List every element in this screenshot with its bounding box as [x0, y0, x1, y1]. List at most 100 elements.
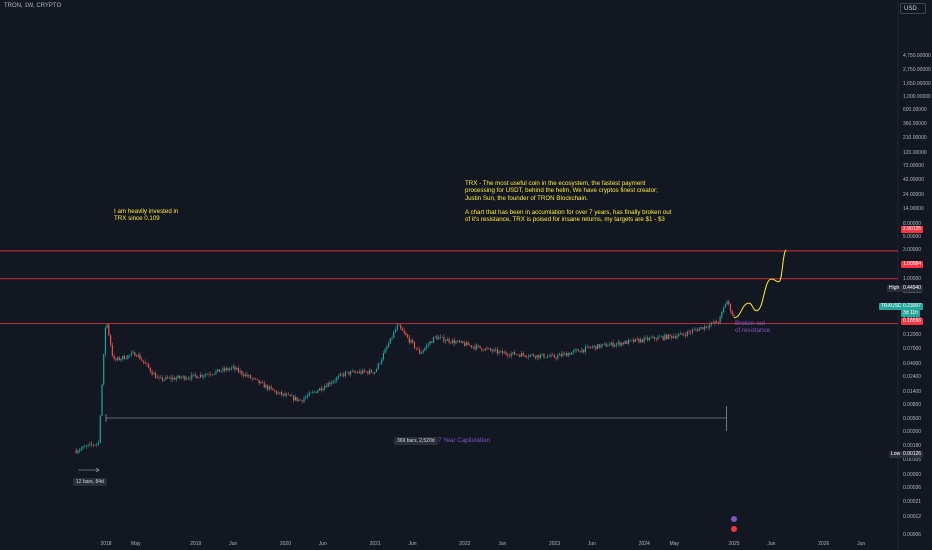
candle-body — [389, 338, 391, 344]
candle-body — [610, 342, 612, 345]
candle-body — [569, 353, 571, 355]
y-tick-label: 0.00036 — [903, 485, 922, 492]
x-tick-label: 2025 — [728, 541, 740, 547]
candle-body — [717, 322, 719, 324]
candle-body — [180, 377, 183, 378]
candle-body — [272, 388, 274, 391]
candle-body — [398, 324, 400, 326]
candle-body — [386, 346, 388, 350]
candle-body — [161, 377, 164, 381]
candle-body — [267, 385, 269, 390]
candle-body — [678, 334, 680, 337]
candle-body — [80, 448, 82, 451]
candle-body — [448, 339, 450, 343]
candle-body — [645, 337, 647, 339]
candle-body — [258, 379, 260, 384]
candle-body — [277, 392, 279, 394]
candle-body — [391, 337, 393, 339]
candle-body — [115, 358, 117, 360]
candle-body — [621, 342, 623, 346]
candle-body — [170, 377, 172, 380]
x-tick-label: Jun — [498, 541, 507, 547]
y-tick-label: 0.00060 — [903, 471, 922, 478]
candle-body — [401, 328, 404, 331]
candle-body — [201, 374, 203, 377]
candle-body — [329, 382, 331, 385]
candle-body — [360, 371, 362, 374]
candle-body — [598, 344, 600, 348]
candle-body — [260, 381, 262, 384]
candle-body — [612, 342, 614, 347]
candle-body — [424, 347, 426, 351]
candle-body — [503, 352, 505, 354]
candle-body — [686, 331, 688, 336]
candle-body — [641, 339, 644, 343]
candle-body — [489, 348, 492, 351]
candle-body — [539, 355, 542, 358]
candle-body — [615, 343, 618, 346]
candle-body — [322, 388, 324, 391]
candle-body — [655, 338, 657, 340]
candle-body — [318, 388, 321, 391]
candle-body — [110, 335, 112, 346]
y-tick-label: 0.00180 — [903, 442, 922, 449]
candle-body — [558, 354, 561, 356]
candle-body — [638, 339, 640, 343]
candle-body — [123, 355, 126, 360]
candle-body — [476, 345, 478, 350]
candle-body — [75, 450, 77, 453]
candle-body — [103, 353, 105, 385]
candle-body — [722, 307, 725, 313]
candle-body — [315, 391, 317, 393]
candle-body — [562, 353, 564, 356]
candle-body — [324, 386, 326, 389]
candle-body — [491, 350, 493, 352]
candle-body — [533, 354, 535, 357]
candle-body — [716, 321, 718, 323]
candle-body — [305, 397, 307, 399]
candle-body — [168, 377, 170, 379]
currency-selector[interactable]: USD — [900, 3, 926, 14]
low-value-tag: 0.00126 — [901, 451, 924, 458]
candle-body — [182, 376, 184, 378]
candle-body — [648, 337, 650, 341]
candle-body — [225, 368, 227, 371]
candle-body — [493, 349, 495, 352]
x-tick-label: 2023 — [549, 541, 561, 547]
candle-body — [101, 384, 103, 416]
candle-body — [244, 374, 246, 377]
candle-body — [431, 341, 433, 343]
candle-body — [363, 370, 366, 372]
candle-body — [538, 354, 540, 358]
candle-body — [332, 381, 334, 383]
candle-body — [189, 378, 191, 379]
high-value-tag: 0.44940 — [901, 285, 924, 292]
candle-body — [546, 356, 549, 358]
candle-body — [653, 336, 656, 339]
candle-body — [714, 321, 716, 324]
candle-body — [667, 334, 669, 340]
candle-body — [165, 377, 167, 380]
x-tick-label: 2019 — [190, 541, 202, 547]
candle-body — [427, 344, 429, 346]
candle-body — [432, 337, 435, 343]
candle-body — [118, 357, 120, 360]
candle-body — [220, 371, 222, 372]
candle-body — [111, 345, 113, 356]
candle-body — [415, 347, 417, 349]
candle-body — [669, 334, 671, 336]
candle-body — [196, 375, 198, 379]
candle-body — [444, 340, 447, 342]
candle-body — [412, 340, 414, 343]
candle-body — [684, 334, 687, 336]
y-tick-label: 360.00000 — [903, 120, 927, 127]
candle-body — [712, 322, 714, 324]
candle-body — [108, 324, 110, 336]
candle-body — [548, 356, 550, 357]
candle-body — [514, 352, 516, 355]
y-tick-label: 0.00012 — [903, 513, 922, 520]
candle-body — [211, 374, 214, 375]
candle-body — [77, 451, 79, 453]
candle-body — [198, 377, 200, 379]
